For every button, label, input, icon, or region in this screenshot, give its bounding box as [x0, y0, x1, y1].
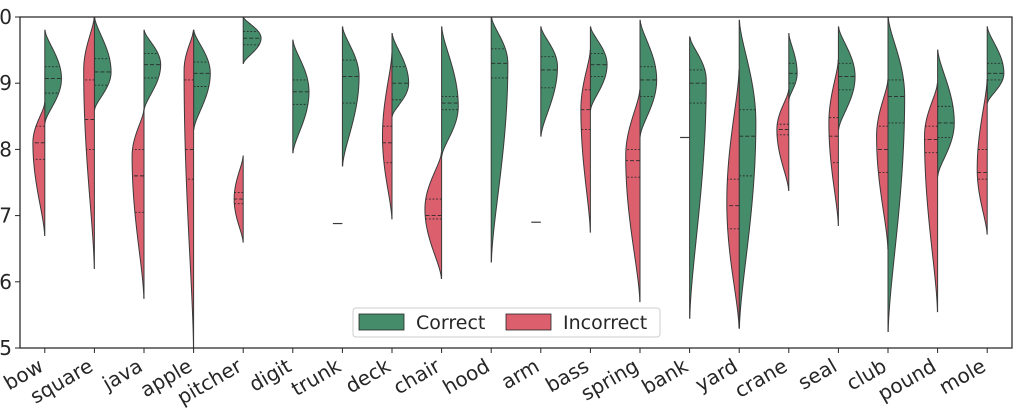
violin-digit-correct — [292, 39, 310, 154]
violin-bow-incorrect — [32, 102, 46, 236]
violin-bass-incorrect — [580, 49, 591, 233]
y-tick-label: 0.9 — [0, 71, 12, 95]
x-tick-label-spring: spring — [577, 354, 643, 406]
violin-deck-incorrect — [381, 52, 393, 220]
x-tick-label-pound: pound — [874, 354, 941, 406]
x-tick-label-yard: yard — [691, 354, 742, 397]
x-tick-label-chair: chair — [389, 353, 445, 399]
x-tick-label-digit: digit — [245, 353, 296, 396]
violin-yard-incorrect — [726, 69, 740, 329]
violin-hood-correct — [490, 16, 509, 263]
violin-square-correct — [93, 16, 112, 111]
violin-java-correct — [143, 29, 162, 111]
violin-yard-correct — [738, 19, 757, 329]
violin-java-incorrect — [131, 109, 145, 299]
violin-chair-correct — [441, 26, 459, 157]
violin-pitcher-correct — [242, 16, 262, 64]
violin-pound-incorrect — [924, 82, 939, 313]
violin-deck-correct — [391, 33, 410, 117]
violin-crane-correct — [788, 33, 798, 101]
x-tick-label-trunk: trunk — [287, 353, 345, 400]
legend-label-incorrect: Incorrect — [563, 312, 647, 334]
violin-bank-correct — [689, 36, 707, 319]
violin-arm-correct — [540, 26, 558, 137]
violin-spring-incorrect — [625, 89, 641, 303]
y-tick-label: 0.6 — [0, 270, 12, 294]
y-tick-label: 0.5 — [0, 336, 12, 360]
violin-square-incorrect — [83, 16, 95, 270]
y-tick-label: 0.7 — [0, 204, 12, 228]
violin-pound-correct — [937, 49, 955, 177]
x-tick-label-seal: seal — [794, 354, 841, 395]
violin-trunk-correct — [341, 26, 360, 167]
y-tick-label: 0.8 — [0, 137, 12, 161]
violin-spring-correct — [639, 19, 658, 137]
legend-swatch-incorrect — [505, 313, 552, 331]
violin-pitcher-incorrect — [233, 155, 244, 243]
x-tick-label-deck: deck — [341, 353, 395, 398]
x-tick-label-hood: hood — [439, 354, 494, 400]
violins-layer — [32, 16, 1005, 349]
violin-bow-correct — [44, 29, 62, 124]
y-tick-label: 1.0 — [0, 5, 12, 29]
violin-crane-incorrect — [776, 89, 790, 191]
legend-swatch-correct — [358, 313, 405, 331]
x-tick-label-arm: arm — [497, 354, 543, 395]
y-axis: 0.5 0.6 0.7 0.8 0.9 1.0 — [0, 5, 20, 360]
x-tick-label-java: java — [97, 354, 146, 396]
legend-label-correct: Correct — [416, 312, 485, 334]
violin-bass-correct — [589, 26, 608, 111]
x-tick-label-crane: crane — [730, 354, 791, 403]
violin-seal-incorrect — [828, 59, 839, 227]
plot-frame — [19, 16, 1013, 349]
violin-apple-correct — [193, 29, 211, 131]
violin-apple-incorrect — [183, 29, 195, 349]
x-tick-label-bank: bank — [637, 353, 692, 399]
violin-mole-incorrect — [976, 79, 988, 235]
violin-mole-correct — [986, 26, 1005, 104]
x-tick-label-mole: mole — [935, 354, 990, 400]
violin-club-correct — [887, 16, 906, 332]
violin-club-incorrect — [876, 79, 889, 250]
violin-seal-correct — [837, 26, 856, 131]
legend: Correct Incorrect — [352, 307, 661, 338]
